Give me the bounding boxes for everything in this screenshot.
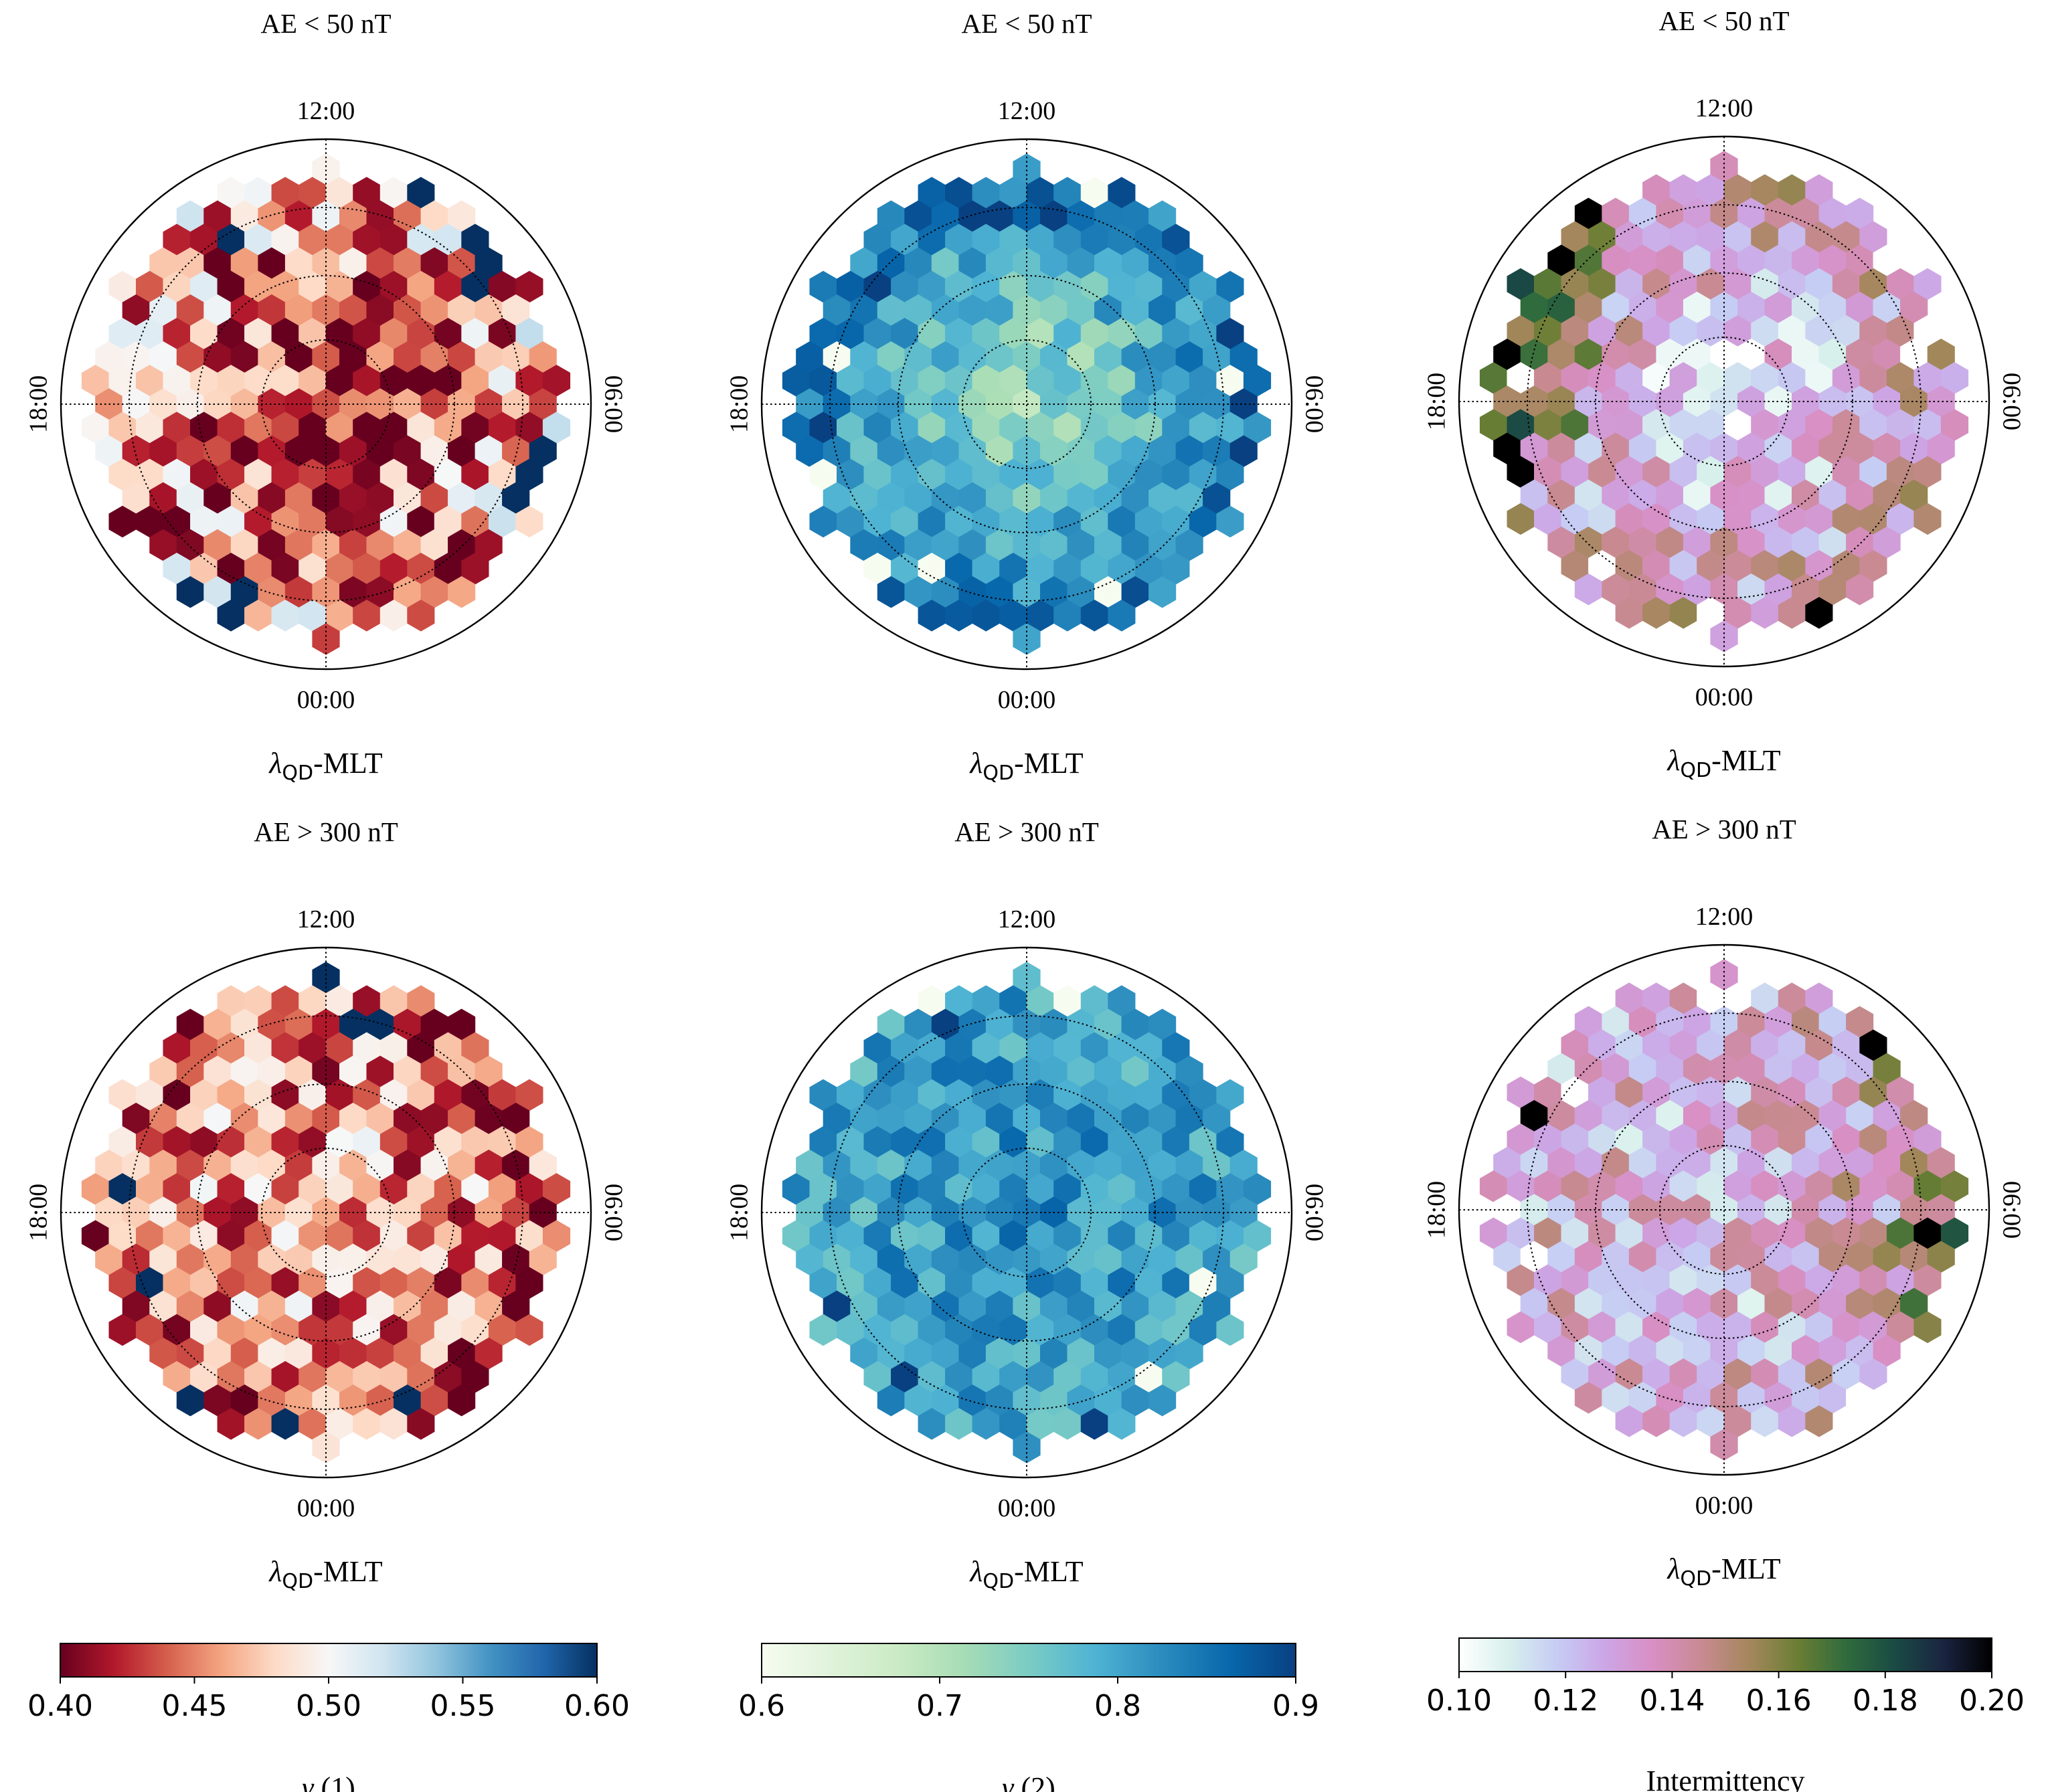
mlt-label-00: 00:00 [1695, 1492, 1754, 1520]
colorbar-gradient [60, 1643, 598, 1678]
colorbar-tick-label: 0.45 [162, 1689, 228, 1723]
mlt-label-12: 12:00 [297, 97, 355, 125]
hex-bin [515, 505, 543, 538]
mlt-label-06: 06:00 [1997, 373, 2025, 431]
colorbar-tick-label: 0.14 [1639, 1684, 1705, 1718]
mlt-label-12: 12:00 [297, 905, 355, 933]
hex-bin [1805, 1405, 1833, 1437]
colorbar-label: γ (2) [1002, 1771, 1055, 1792]
mlt-label-18: 18:00 [1423, 1181, 1451, 1239]
colorbar-tick-label: 0.16 [1746, 1684, 1812, 1718]
mlt-label-00: 00:00 [297, 1494, 355, 1522]
plot-xlabel: λQD-MLT [268, 1555, 382, 1593]
mlt-label-18: 18:00 [1423, 373, 1451, 431]
hex-bins [1479, 959, 1969, 1461]
mlt-label-00: 00:00 [998, 1494, 1056, 1522]
hex-bin [515, 1314, 543, 1346]
colorbar-label: Intermittency [1646, 1765, 1804, 1792]
colorbar-tick-label: 0.60 [564, 1689, 630, 1723]
plot-title: AE > 300 nT [1652, 814, 1796, 844]
plot-title: AE < 50 nT [1658, 5, 1789, 36]
hex-bin [1216, 505, 1244, 538]
colorbars: 0.40 0.45 0.50 0.55 0.60 γ (1) 0.6 0.7 0.8 0.9 γ (… [27, 1637, 2025, 1792]
mlt-label-00: 00:00 [297, 686, 355, 714]
plot-xlabel: λQD-MLT [268, 747, 382, 785]
colorbar-tick-label: 0.12 [1533, 1684, 1598, 1718]
colorbar-tick-label: 0.40 [27, 1689, 93, 1723]
colorbar-gradient [1458, 1637, 1992, 1672]
mlt-label-06: 06:00 [1300, 1184, 1328, 1242]
plot-xlabel: λQD-MLT [968, 747, 1083, 785]
plot-xlabel: λQD-MLT [1666, 744, 1780, 782]
mlt-label-12: 12:00 [1695, 94, 1754, 122]
hex-bin [448, 1384, 476, 1417]
polar-plot-4: AE > 300 nT 12:00 00:00 18:00 06:00 λQD-MLT [25, 816, 628, 1593]
colorbar-1: 0.40 0.45 0.50 0.55 0.60 γ (1) [27, 1643, 630, 1792]
polar-plot-5: AE > 300 nT 12:00 00:00 18:00 06:00 λQD-MLT [726, 816, 1329, 1593]
colorbar-tick-label: 0.6 [738, 1689, 785, 1723]
hex-bin [1846, 1382, 1874, 1414]
plot-xlabel: λQD-MLT [1666, 1552, 1780, 1591]
polar-plot-1: AE < 50 nT 12:00 00:00 18:00 06:00 λQD-MLT [25, 8, 628, 785]
hex-bins [1479, 151, 1969, 652]
mlt-label-18: 18:00 [726, 375, 754, 434]
mlt-label-00: 00:00 [998, 686, 1056, 714]
colorbar-tick-label: 0.20 [1959, 1684, 2025, 1718]
hex-bin [1148, 576, 1177, 608]
hex-bin [1913, 1311, 1942, 1344]
plot-xlabel: λQD-MLT [968, 1555, 1083, 1593]
colorbar-tick-label: 0.50 [296, 1689, 361, 1723]
hex-bins [782, 153, 1272, 655]
hex-bin [448, 576, 476, 608]
colorbar-tick-label: 0.7 [916, 1689, 963, 1723]
colorbar-label: γ (1) [302, 1771, 355, 1792]
colorbar-3: 0.10 0.12 0.14 0.16 0.18 0.20 Intermittency [1426, 1637, 2025, 1792]
hex-bin [1913, 503, 1942, 535]
plot-title: AE > 300 nT [954, 816, 1099, 847]
hex-bin [1148, 1384, 1177, 1417]
colorbar-tick-label: 0.8 [1094, 1689, 1141, 1723]
hex-bins [81, 962, 571, 1463]
hex-bin [1108, 600, 1136, 632]
mlt-label-06: 06:00 [599, 375, 627, 434]
colorbar-tick-label: 0.18 [1853, 1684, 1918, 1718]
hex-bins [782, 962, 1272, 1463]
mlt-label-18: 18:00 [25, 1184, 53, 1242]
mlt-label-06: 06:00 [599, 1184, 627, 1242]
colorbar-tick-label: 0.55 [430, 1689, 496, 1723]
hex-bins [81, 153, 571, 655]
plot-title: AE > 300 nT [254, 816, 398, 847]
colorbar-2: 0.6 0.7 0.8 0.9 γ (2) [738, 1643, 1319, 1792]
mlt-label-00: 00:00 [1695, 683, 1754, 711]
hex-bin [1846, 573, 1874, 606]
hex-bin [407, 1408, 435, 1440]
polar-plot-6: AE > 300 nT 12:00 00:00 18:00 06:00 λQD-MLT [1423, 814, 2026, 1591]
mlt-label-12: 12:00 [998, 97, 1056, 125]
mlt-label-12: 12:00 [998, 905, 1056, 933]
colorbar-tick-label: 0.9 [1272, 1689, 1319, 1723]
polar-plot-2: AE < 50 nT 12:00 00:00 18:00 06:00 λQD-MLT [726, 8, 1329, 785]
hex-bin [1216, 1314, 1244, 1346]
colorbar-gradient [761, 1643, 1296, 1678]
plot-title: AE < 50 nT [961, 8, 1092, 39]
mlt-label-12: 12:00 [1695, 903, 1754, 931]
mlt-label-06: 06:00 [1300, 375, 1328, 434]
hex-bin [1805, 597, 1833, 629]
mlt-label-18: 18:00 [25, 375, 53, 434]
plot-title: AE < 50 nT [260, 8, 391, 39]
polar-plot-3: AE < 50 nT 12:00 00:00 18:00 06:00 λQD-MLT [1423, 5, 2026, 782]
hex-bin [407, 600, 435, 632]
colorbar-tick-label: 0.10 [1426, 1684, 1492, 1718]
mlt-label-06: 06:00 [1997, 1181, 2025, 1239]
hex-bin [1108, 1408, 1136, 1440]
mlt-label-18: 18:00 [726, 1184, 754, 1242]
